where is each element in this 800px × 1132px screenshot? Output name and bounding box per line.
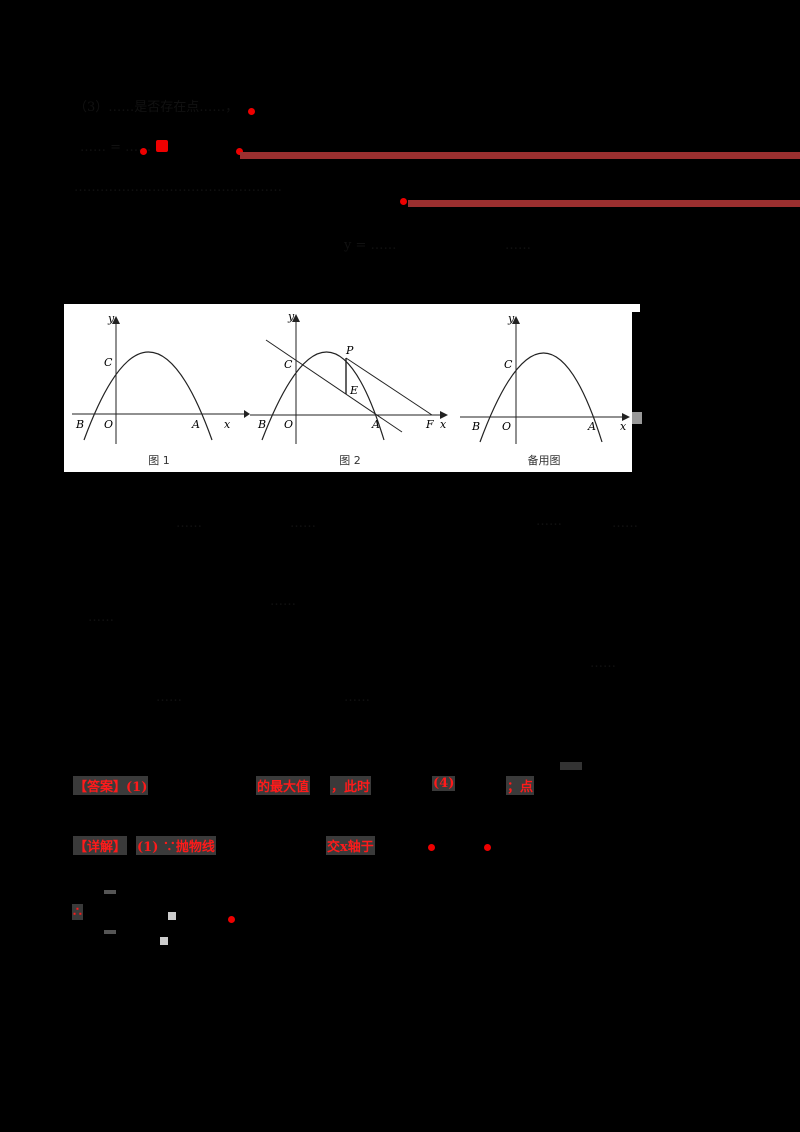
solution-text: 交x轴于 [326,836,375,855]
red-marker [228,916,235,923]
svg-text:O: O [502,420,511,433]
text-fragment: …… [156,690,182,705]
figure-caption: 备用图 [527,454,561,467]
red-marker [400,198,407,205]
equation-left: y = …… [344,238,397,253]
svg-text:y: y [107,312,115,325]
red-marker [248,108,255,115]
red-underline-bar [240,152,800,159]
figure-caption: 图 1 [148,454,170,467]
svg-text:y: y [287,310,295,323]
figure-1: y x C B O A 图 1 [64,304,254,472]
svg-text:B: B [257,418,266,431]
equation-bar [104,890,116,894]
answer-text: (4) [432,776,456,791]
fraction-fragment: …… [270,594,296,609]
red-marker [156,140,168,152]
text-fragment: …… [344,690,370,705]
text-fragment: …… [590,656,616,671]
equation-right: …… [505,238,531,253]
svg-text:A: A [191,418,200,431]
fraction-line: ………………………………………… [74,180,282,195]
parabola-graph-backup: y x C B O A [460,312,630,444]
svg-text:A: A [371,418,380,431]
text-fragment: …… [290,516,316,531]
parabola-graph-2: y x C P E B O A F [250,310,448,444]
svg-text:P: P [345,344,354,357]
svg-text:C: C [284,358,293,371]
solution-label: 【详解】 [73,836,128,855]
red-marker [140,148,147,155]
figure-2: y x C P E B O A F 图 2 [250,304,450,472]
svg-text:y: y [507,312,515,325]
text-fragment: …… [612,516,638,531]
solution-step: (1) ∵抛物线 [136,836,216,855]
svg-text:E: E [349,384,358,397]
svg-text:O: O [284,418,293,431]
svg-text:B: B [75,418,84,431]
answer-label: 【答案】(1) [73,776,149,795]
svg-text:B: B [471,420,480,433]
red-marker [236,148,243,155]
svg-text:x: x [224,418,231,431]
svg-text:x: x [620,420,627,433]
figure-caption: 图 2 [339,454,361,467]
text-fragment: …… [88,610,114,625]
equation-bar [104,930,116,934]
svg-text:x: x [440,418,447,431]
svg-text:O: O [104,418,113,431]
figure-backup: y x C B O A 备用图 [456,304,632,472]
question-part-3: （3）……是否存在点……， [74,100,239,115]
red-marker [484,844,491,851]
svg-text:A: A [587,420,596,433]
svg-text:C: C [504,358,513,371]
svg-text:C: C [104,356,113,369]
therefore-marker: ∴ [72,904,83,920]
red-marker [428,844,435,851]
answer-text: 的最大值 [256,776,311,795]
answer-text: ，此时 [330,776,372,795]
answer-text: ；点 [506,776,535,795]
text-fragment: …… [536,514,562,529]
parabola-graph-1: y x C B O A [72,312,250,444]
svg-text:F: F [425,418,434,431]
formula-line: …… = …… [80,140,152,155]
figure-panel: y x C B O A 图 1 y x C P E B O A F [64,304,640,472]
red-underline-bar [408,200,800,207]
text-fragment: …… [176,516,202,531]
